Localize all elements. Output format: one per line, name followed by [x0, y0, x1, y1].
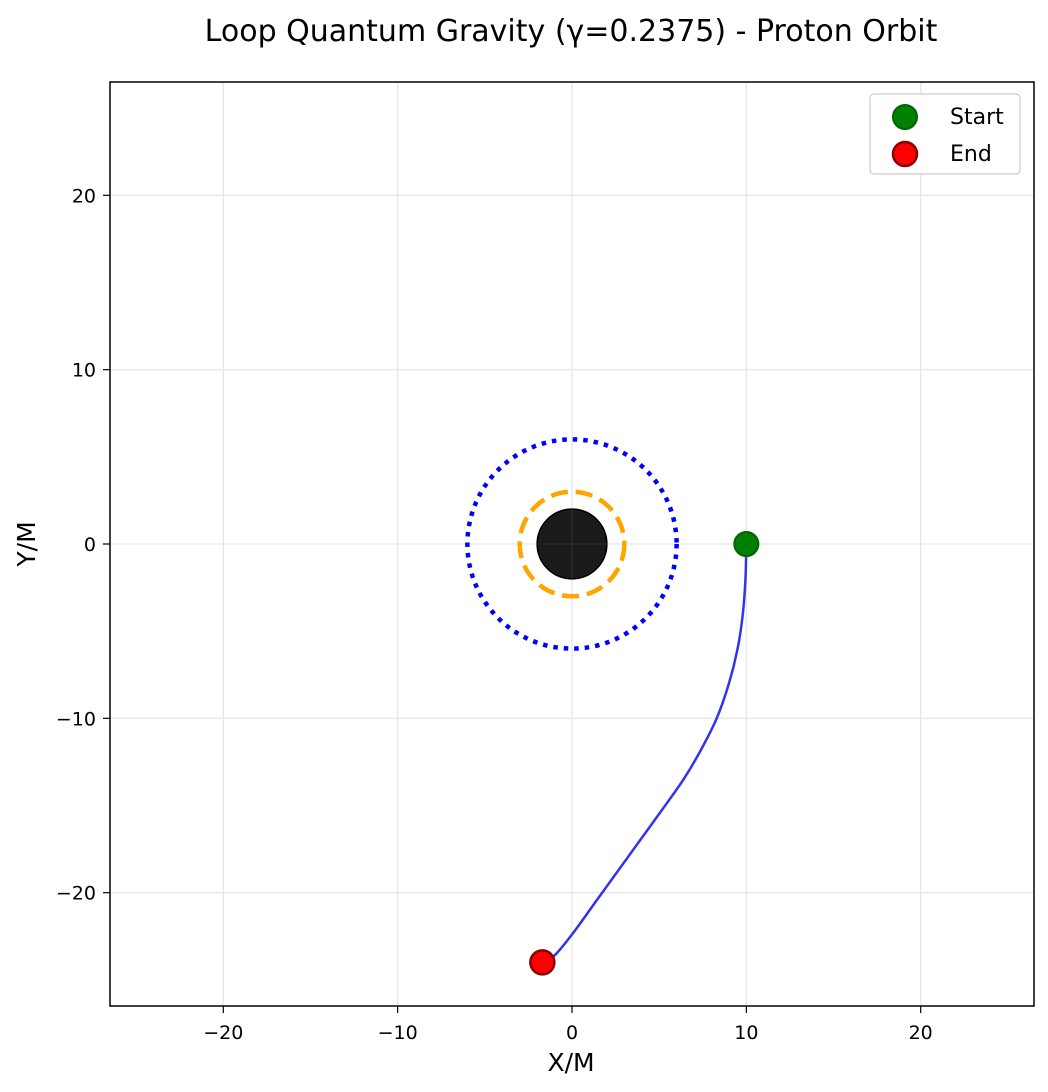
legend-end-label: End: [950, 142, 992, 167]
photon-sphere-circle: [517, 489, 627, 599]
y-tick-label: 20: [72, 185, 96, 207]
y-tick-label: 10: [72, 360, 96, 382]
legend-start-label: Start: [950, 105, 1004, 130]
start-marker: [733, 531, 760, 557]
legend-start-marker: [892, 104, 918, 130]
proton-trajectory: [541, 543, 748, 964]
y-tick-label: −10: [56, 708, 96, 730]
x-axis-label: X/M: [547, 1048, 594, 1077]
x-tick-label: 0: [566, 1022, 578, 1044]
y-axis-label: Y/M: [12, 521, 41, 567]
chart-title: Loop Quantum Gravity (γ=0.2375) - Proton…: [205, 14, 938, 49]
y-tick-label: −20: [56, 883, 96, 905]
x-tick-label: −20: [203, 1022, 243, 1044]
legend-end-marker: [891, 140, 919, 168]
x-tick-label: 20: [909, 1022, 933, 1044]
end-marker: [529, 949, 556, 976]
legend: Start End: [869, 93, 1021, 175]
isco-circle: [465, 437, 679, 651]
x-tick-label: 10: [734, 1022, 758, 1044]
y-tick-label: 0: [84, 534, 96, 556]
x-tick-label: −10: [378, 1022, 418, 1044]
